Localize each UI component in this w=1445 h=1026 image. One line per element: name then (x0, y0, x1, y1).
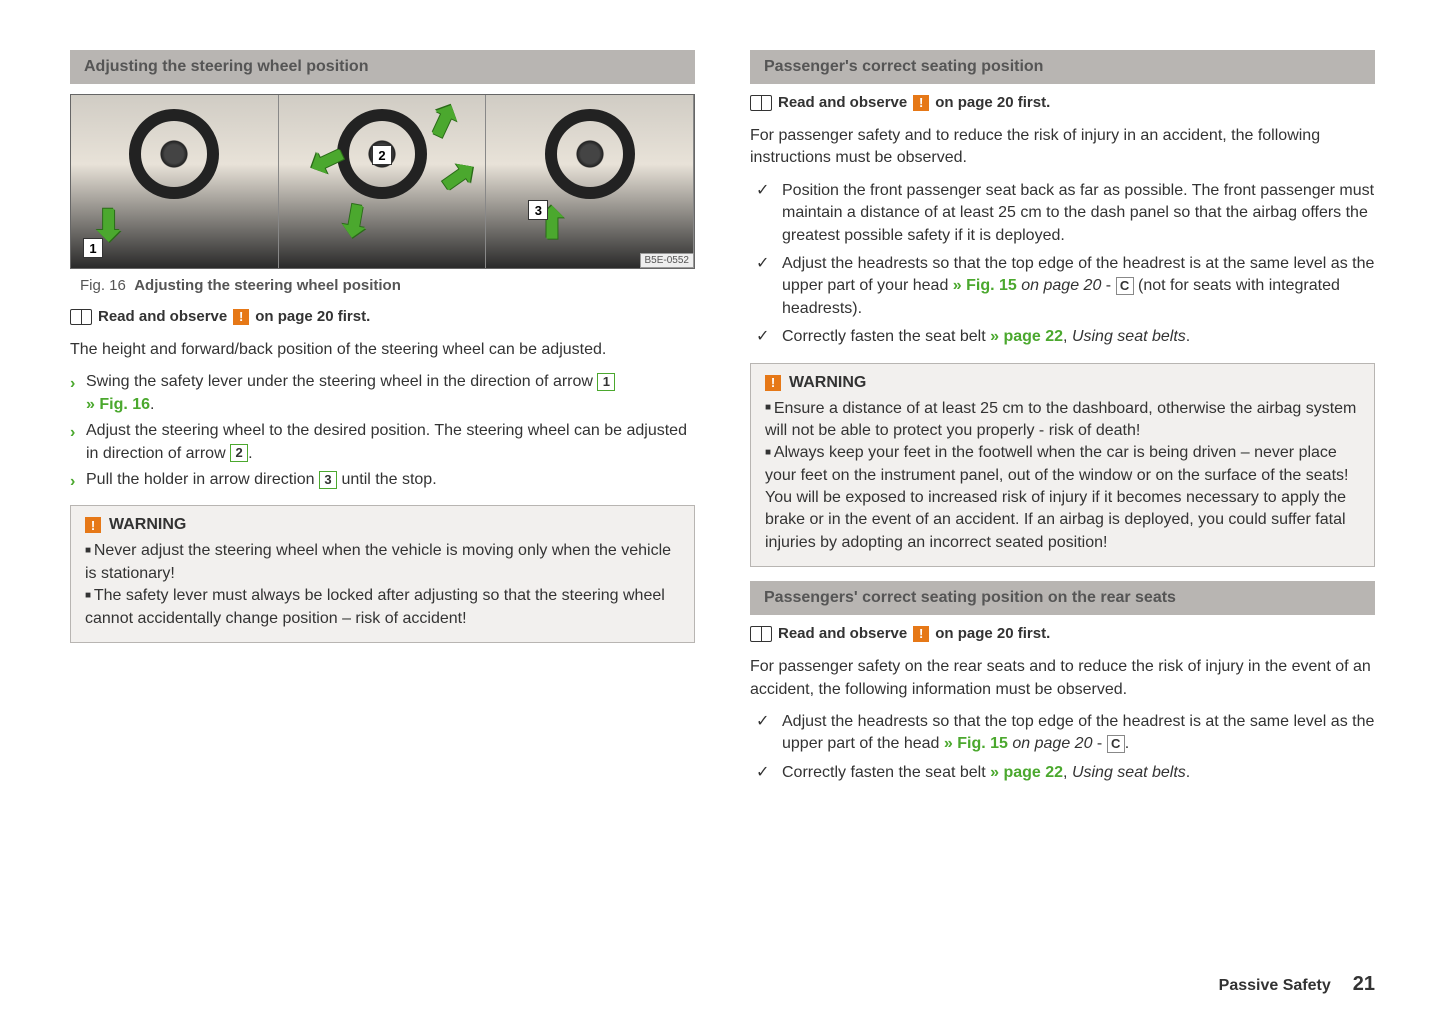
check-item: ✓ Adjust the headrests so that the top e… (750, 711, 1375, 756)
book-icon (750, 626, 772, 642)
fig-ref-16: » Fig. 16 (86, 396, 150, 413)
figure-marker-2: 2 (372, 145, 392, 165)
chevron-icon: › (70, 422, 75, 444)
fig-ref-15: » Fig. 15 (944, 735, 1008, 752)
warning-bullet: Ensure a distance of at least 25 cm to t… (765, 398, 1360, 443)
check-icon: ✓ (756, 711, 769, 733)
page-ref-22: » page 22 (990, 328, 1063, 345)
intro-text-r1: For passenger safety and to reduce the r… (750, 125, 1375, 170)
section-header-passenger: Passenger's correct seating position (750, 50, 1375, 84)
check-icon: ✓ (756, 253, 769, 275)
right-column: Passenger's correct seating position Rea… (750, 50, 1375, 794)
left-column: Adjusting the steering wheel position ⬇ … (70, 50, 695, 794)
page-columns: Adjusting the steering wheel position ⬇ … (70, 50, 1375, 794)
check-icon: ✓ (756, 180, 769, 202)
ref-box-c: C (1107, 735, 1125, 753)
warn-icon: ! (765, 375, 781, 391)
step-list: › Swing the safety lever under the steer… (70, 371, 695, 491)
figure-marker-3: 3 (528, 200, 548, 220)
figure-panel-1: ⬇ 1 (71, 95, 279, 268)
check-item: ✓ Correctly fasten the seat belt » page … (750, 326, 1375, 348)
warning-title: ! WARNING (85, 516, 680, 534)
warning-bullet: The safety lever must always be locked a… (85, 585, 680, 630)
book-icon (750, 95, 772, 111)
fig-ref-15: » Fig. 15 (953, 277, 1017, 294)
check-item: ✓ Adjust the headrests so that the top e… (750, 253, 1375, 320)
page-footer: Passive Safety 21 (1219, 973, 1375, 996)
warn-icon: ! (913, 95, 929, 111)
read-observe-r1: Read and observe ! on page 20 first. (750, 94, 1375, 111)
check-list-r2: ✓ Adjust the headrests so that the top e… (750, 711, 1375, 784)
check-item: ✓ Correctly fasten the seat belt » page … (750, 762, 1375, 784)
read-observe-left: Read and observe ! on page 20 first. (70, 308, 695, 325)
ref-box-1: 1 (597, 373, 615, 391)
figure-panel-2: ⬅ ⬆ ➡ ⬇ 2 (279, 95, 487, 268)
section-header-rear: Passengers' correct seating position on … (750, 581, 1375, 615)
section-header-steering: Adjusting the steering wheel position (70, 50, 695, 84)
check-icon: ✓ (756, 762, 769, 784)
intro-text-left: The height and forward/back position of … (70, 339, 695, 361)
warning-bullet: Never adjust the steering wheel when the… (85, 540, 680, 585)
warn-icon: ! (913, 626, 929, 642)
warning-box-r1: ! WARNING Ensure a distance of at least … (750, 363, 1375, 568)
warning-box-left: ! WARNING Never adjust the steering whee… (70, 505, 695, 643)
warn-icon: ! (85, 517, 101, 533)
chevron-icon: › (70, 471, 75, 493)
warn-icon: ! (233, 309, 249, 325)
ref-box-3: 3 (319, 471, 337, 489)
step-1: › Swing the safety lever under the steer… (70, 371, 695, 416)
warning-title: ! WARNING (765, 374, 1360, 392)
intro-text-r2: For passenger safety on the rear seats a… (750, 656, 1375, 701)
figure-panel-3: ⬆ 3 (486, 95, 694, 268)
figure-marker-1: 1 (83, 238, 103, 258)
footer-page-number: 21 (1353, 973, 1375, 996)
check-list-r1: ✓ Position the front passenger seat back… (750, 180, 1375, 349)
ref-box-c: C (1116, 277, 1134, 295)
figure-16: ⬇ 1 ⬅ ⬆ ➡ ⬇ 2 ⬆ 3 B5E-0552 (70, 94, 695, 269)
check-item: ✓ Position the front passenger seat back… (750, 180, 1375, 247)
footer-section: Passive Safety (1219, 977, 1331, 995)
step-2: › Adjust the steering wheel to the desir… (70, 420, 695, 465)
check-icon: ✓ (756, 326, 769, 348)
warning-bullet: Always keep your feet in the footwell wh… (765, 442, 1360, 554)
step-3: › Pull the holder in arrow direction 3 u… (70, 469, 695, 491)
chevron-icon: › (70, 373, 75, 395)
ref-box-2: 2 (230, 444, 248, 462)
figure-caption: Fig. 16 Adjusting the steering wheel pos… (80, 277, 695, 294)
page-ref-22: » page 22 (990, 764, 1063, 781)
read-observe-r2: Read and observe ! on page 20 first. (750, 625, 1375, 642)
figure-code: B5E-0552 (640, 253, 694, 268)
book-icon (70, 309, 92, 325)
